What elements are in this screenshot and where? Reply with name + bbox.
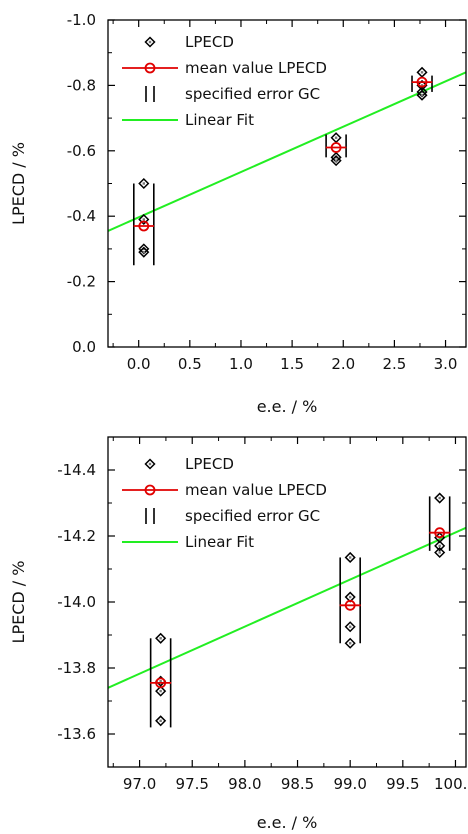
legend-label: specified error GC — [185, 507, 320, 525]
lpecd-point-center — [438, 496, 441, 500]
chart-2: 97.0 97.5 98.0 98.5 99.0 99.5 100.0 -13.6 -13.8 -… — [9, 436, 468, 832]
x-tick-label: 1.0 — [229, 355, 253, 373]
mean-point — [416, 76, 428, 88]
x-axis-label: e.e. / % — [257, 397, 318, 416]
x-tick-label: 3.0 — [434, 355, 458, 373]
lpecd-point — [330, 151, 342, 163]
x-tick-label: 98.0 — [228, 775, 261, 793]
lpecd-point — [155, 685, 167, 697]
x-axis-label: e.e. / % — [257, 813, 318, 832]
legend-label: specified error GC — [185, 85, 320, 103]
y-tick-label: -14.4 — [57, 461, 96, 479]
lpecd-point-center — [142, 250, 145, 254]
chart-1: 0.0 0.5 1.0 1.5 2.0 2.5 3.0 0.0 -0.2 -0.4 -0.6 -0.8… — [9, 11, 467, 416]
x-tick-label: 99.0 — [333, 775, 366, 793]
lpecd-point-center — [348, 642, 352, 645]
lpecd-point-center — [438, 544, 441, 548]
x-tick-label: 100.0 — [434, 775, 468, 793]
lpecd-point-center — [142, 182, 145, 185]
lpecd-point — [138, 246, 150, 258]
legend-label: LPECD — [185, 33, 234, 51]
lpecd-point-center — [142, 218, 145, 221]
lpecd-point — [330, 155, 342, 167]
lpecd-point — [138, 177, 150, 190]
lpecd-point — [138, 243, 150, 255]
lpecd-point-center — [348, 595, 352, 599]
lpecd-point-center — [438, 551, 441, 554]
mean-point — [155, 677, 167, 689]
y-tick-label: -14.2 — [57, 527, 96, 545]
x-tick-label: 98.5 — [281, 775, 314, 793]
fit-line — [108, 526, 466, 689]
mean-point — [434, 527, 446, 539]
fit-line — [108, 71, 466, 232]
lpecd-point — [434, 492, 446, 504]
x-tick-label: 97.5 — [176, 775, 209, 793]
y-tick-label: -13.8 — [57, 659, 96, 677]
y-tick-label: 0.0 — [72, 338, 96, 356]
lpecd-point-center — [420, 71, 424, 74]
legend-label: LPECD — [185, 455, 234, 473]
mean-point — [330, 142, 342, 153]
x-tick-label: 0.5 — [178, 355, 202, 373]
y-tick-label: -0.2 — [67, 273, 96, 291]
lpecd-point-center — [159, 689, 162, 693]
lpecd-point — [344, 637, 356, 649]
lpecd-point-center — [142, 247, 145, 251]
legend: LPECD mean value LPECD specified error GC L… — [122, 455, 327, 551]
lpecd-point-center — [348, 625, 352, 628]
legend-label: Linear Fit — [185, 111, 254, 129]
x-tick-label: 1.5 — [280, 355, 304, 373]
lpecd-point — [416, 86, 428, 98]
legend-label: Linear Fit — [185, 533, 254, 551]
lpecd-point-center — [334, 136, 338, 139]
y-tick-label: -0.4 — [67, 207, 96, 225]
lpecd-point — [344, 621, 356, 633]
x-tick-label: 97.0 — [123, 775, 156, 793]
lpecd-point-center — [159, 637, 162, 640]
lpecd-point-center — [334, 156, 338, 159]
y-tick-label: -13.6 — [57, 725, 96, 743]
lpecd-point-center — [420, 84, 424, 87]
y-axis-label: LPECD / % — [9, 142, 28, 225]
x-tick-label: 99.5 — [386, 775, 419, 793]
lpecd-point — [344, 551, 356, 564]
lpecd-point — [155, 715, 167, 727]
lpecd-point-center — [348, 556, 352, 559]
legend-label: mean value LPECD — [185, 59, 327, 77]
lpecd-point — [416, 89, 428, 101]
x-tick-label: 0.0 — [127, 355, 151, 373]
y-tick-label: -0.8 — [67, 76, 96, 94]
x-tick-label: 2.5 — [382, 355, 406, 373]
legend-label: mean value LPECD — [185, 481, 327, 499]
lpecd-point — [434, 540, 446, 552]
y-tick-label: -14.0 — [57, 593, 96, 611]
legend-lpecd-icon — [144, 458, 156, 470]
y-axis-label: LPECD / % — [9, 561, 28, 644]
lpecd-point-center — [420, 90, 424, 94]
lpecd-point — [155, 632, 167, 644]
y-tick-label: -1.0 — [67, 11, 96, 29]
legend: LPECD mean value LPECD specified error GC L… — [122, 33, 327, 129]
lpecd-point-center — [334, 159, 338, 162]
legend-lpecd-icon — [144, 36, 156, 48]
lpecd-point-center — [159, 680, 162, 683]
lpecd-point-center — [420, 94, 424, 97]
lpecd-point — [138, 213, 150, 226]
mean-point — [344, 599, 356, 611]
x-tick-label: 2.0 — [331, 355, 355, 373]
lpecd-point — [434, 546, 446, 559]
mean-point — [138, 220, 150, 232]
lpecd-point-center — [159, 719, 162, 722]
y-tick-label: -0.6 — [67, 142, 96, 160]
